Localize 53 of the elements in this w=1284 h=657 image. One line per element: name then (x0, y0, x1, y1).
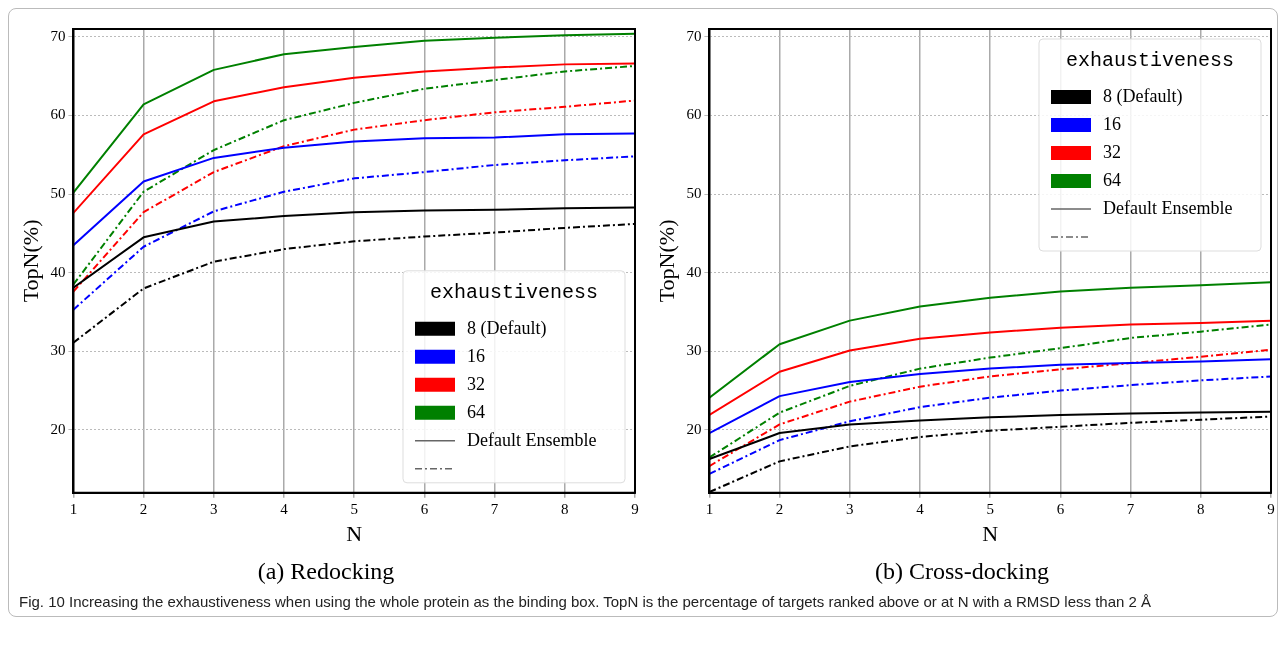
x-tick-label: 9 (631, 500, 639, 517)
x-tick-label: 4 (916, 500, 925, 517)
y-tick-label: 40 (686, 263, 702, 280)
legend-label: 8 (Default) (1103, 85, 1183, 107)
line-series (709, 323, 1271, 459)
x-axis-title: N (982, 520, 999, 546)
y-tick-label: 30 (686, 342, 702, 359)
x-tick-label: 5 (350, 500, 358, 517)
x-tick-label: 4 (280, 500, 289, 517)
x-tick-label: 6 (1056, 500, 1065, 517)
y-tick-label: 20 (686, 420, 702, 437)
y-tick-label: 70 (686, 27, 702, 44)
caption: Fig. 10 Increasing the exhaustiveness when using the whole protein as the binding box. TopN is the percentage of targets ranked above or at N with a RMSD less than 2 Å (18, 592, 1153, 612)
x-tick-label: 2 (775, 500, 784, 517)
legend-title: exhaustiveness (429, 281, 599, 305)
y-tick-label: 50 (686, 185, 702, 202)
x-axis-title: N (346, 520, 363, 546)
legend-label: 8 (Default) (467, 317, 547, 339)
legend-label: 32 (467, 373, 485, 394)
x-tick-label: 3 (210, 500, 218, 517)
y-tick-label: 20 (50, 420, 66, 437)
legend-label: 16 (1103, 113, 1121, 134)
x-tick-label: 9 (1267, 500, 1275, 517)
line-series (73, 155, 635, 311)
y-tick-label: 30 (50, 342, 66, 359)
y-axis-title: TopN(%) (653, 219, 679, 303)
legend-title: exhaustiveness (1065, 49, 1235, 73)
legend-label: 32 (1103, 141, 1121, 162)
legend-label: 64 (1103, 169, 1121, 190)
x-tick-label: 8 (1197, 500, 1205, 517)
y-axis-title: TopN(%) (17, 219, 43, 303)
annotation: Default Ensemble (1103, 197, 1233, 218)
y-tick-label: 60 (50, 106, 66, 123)
y-tick-label: 60 (686, 106, 702, 123)
x-tick-label: 3 (846, 500, 854, 517)
x-tick-label: 7 (490, 500, 499, 517)
annotation: Default Ensemble (467, 429, 597, 450)
x-tick-label: 6 (420, 500, 429, 517)
x-tick-label: 2 (139, 500, 148, 517)
y-tick-label: 50 (50, 185, 66, 202)
y-tick-label: 70 (50, 27, 66, 44)
y-tick-label: 40 (50, 263, 66, 280)
x-tick-label: 8 (561, 500, 569, 517)
x-tick-label: 7 (1126, 500, 1135, 517)
legend-label: 64 (467, 401, 485, 422)
line-series (709, 348, 1271, 468)
x-tick-label: 1 (69, 500, 78, 517)
text: (a) Redocking (257, 557, 395, 584)
x-tick-label: 1 (705, 500, 714, 517)
line-series (709, 375, 1271, 475)
text: (b) Cross-docking (875, 557, 1049, 584)
x-tick-label: 5 (986, 500, 994, 517)
legend-label: 16 (467, 345, 485, 366)
